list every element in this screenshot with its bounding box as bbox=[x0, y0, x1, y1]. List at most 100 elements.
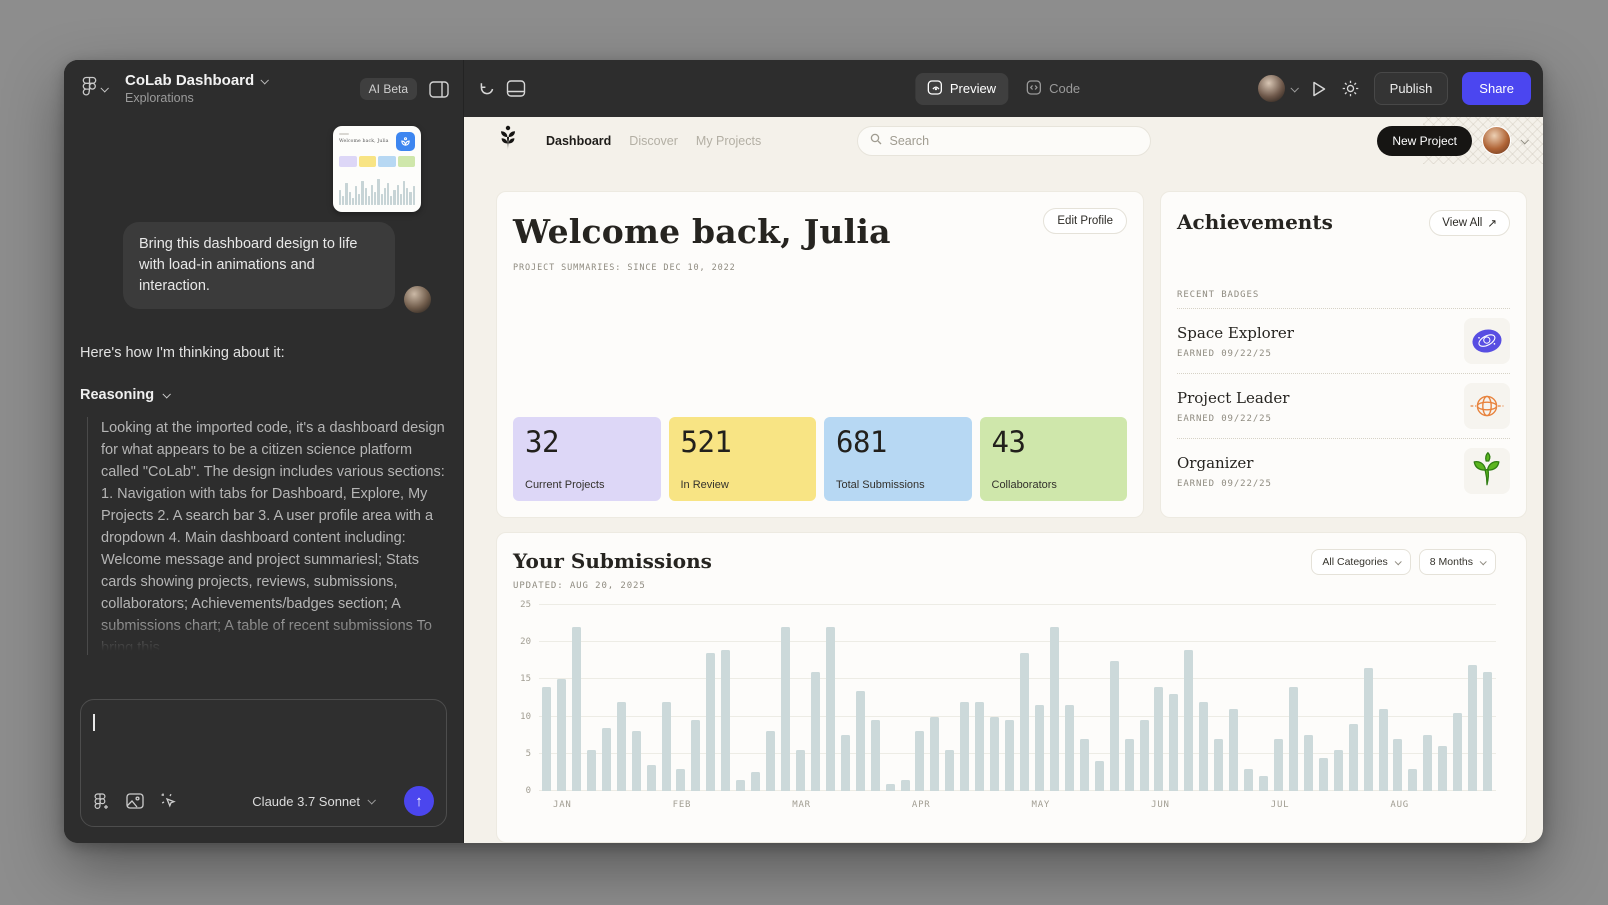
settings-gear-button[interactable] bbox=[1341, 79, 1360, 98]
y-tick-label: 15 bbox=[520, 674, 531, 685]
view-all-button[interactable]: View All ↗ bbox=[1429, 210, 1510, 236]
thumbnail-title: Welcome back, Julia bbox=[339, 139, 389, 144]
viewport-size-button[interactable] bbox=[506, 80, 526, 97]
achievements-title: Achievements bbox=[1177, 210, 1333, 234]
thumbnail-chip bbox=[339, 156, 357, 167]
share-button[interactable]: Share bbox=[1462, 72, 1531, 105]
tab-preview[interactable]: Preview bbox=[914, 72, 1009, 105]
chat-thread: Welcome back, Julia Bring this dashboard… bbox=[64, 118, 463, 689]
thumbnail-bar bbox=[377, 179, 380, 205]
present-button[interactable] bbox=[1311, 80, 1327, 98]
chart-bar bbox=[601, 727, 611, 791]
chart-bar bbox=[930, 716, 940, 791]
refresh-button[interactable] bbox=[478, 80, 496, 98]
edit-profile-button[interactable]: Edit Profile bbox=[1043, 208, 1127, 234]
model-selector[interactable]: Claude 3.7 Sonnet bbox=[252, 794, 376, 809]
thumbnail-app-icon bbox=[396, 132, 415, 151]
main-menu-button[interactable] bbox=[82, 76, 109, 102]
nav-link-dashboard[interactable]: Dashboard bbox=[546, 133, 612, 148]
chart-bar bbox=[661, 701, 671, 791]
chart-bar bbox=[1259, 776, 1268, 791]
badge-earned-date: EARNED 09/22/25 bbox=[1177, 478, 1272, 489]
chart-bars bbox=[539, 605, 1496, 791]
nav-link-my-projects[interactable]: My Projects bbox=[695, 133, 762, 148]
thumbnail-bar bbox=[348, 192, 351, 205]
thumbnail-bar bbox=[342, 195, 345, 205]
x-tick-label: JUL bbox=[1270, 800, 1290, 810]
project-title: CoLab Dashboard bbox=[125, 72, 255, 90]
thumbnail-bar bbox=[355, 186, 358, 205]
x-tick-label: JUN bbox=[1151, 800, 1170, 810]
chart-bar bbox=[781, 627, 790, 791]
chart-bar bbox=[646, 764, 656, 791]
chart-bar bbox=[870, 720, 880, 791]
attachment-thumbnail[interactable]: Welcome back, Julia bbox=[333, 126, 421, 212]
chart-bar bbox=[1363, 668, 1373, 791]
stat-card-collaborators: 43 Collaborators bbox=[979, 417, 1127, 501]
search-bar[interactable] bbox=[856, 125, 1151, 156]
chart-gridline bbox=[539, 604, 1496, 605]
app-logo-plant-icon[interactable] bbox=[496, 125, 520, 156]
chart-bar bbox=[1483, 671, 1493, 791]
select-element-tool-button[interactable] bbox=[160, 792, 178, 810]
chart-bar bbox=[1214, 738, 1224, 791]
thumbnail-bar bbox=[399, 193, 403, 205]
chart-bar bbox=[1333, 750, 1343, 791]
thumbnail-bar bbox=[393, 190, 396, 205]
chevron-down-icon bbox=[162, 390, 172, 399]
chat-input-box[interactable]: Claude 3.7 Sonnet ↑ bbox=[80, 699, 447, 827]
app-window: CoLab Dashboard Explorations AI Beta Wel… bbox=[64, 60, 1543, 843]
chart-bar bbox=[1109, 660, 1119, 791]
badge-row-space-explorer[interactable]: Space Explorer EARNED 09/22/25 bbox=[1177, 309, 1510, 374]
thumbnail-bars bbox=[339, 179, 415, 205]
tab-preview-label: Preview bbox=[949, 81, 997, 96]
dashboard-user-avatar[interactable] bbox=[1482, 126, 1511, 155]
collaborator-avatar-menu[interactable] bbox=[1257, 75, 1299, 102]
thumbnail-bar bbox=[403, 180, 406, 205]
chart-bar bbox=[571, 627, 581, 791]
reasoning-body: Looking at the imported code, it's a das… bbox=[87, 417, 447, 656]
new-project-button[interactable]: New Project bbox=[1377, 125, 1472, 156]
thumbnail-bar bbox=[390, 195, 393, 205]
nav-link-discover[interactable]: Discover bbox=[629, 133, 678, 148]
attach-image-button[interactable] bbox=[126, 793, 144, 809]
category-filter-dropdown[interactable]: All Categories bbox=[1311, 549, 1411, 575]
chart-bar bbox=[885, 783, 895, 791]
thumbnail-stat-chips bbox=[339, 156, 415, 167]
publish-button[interactable]: Publish bbox=[1373, 72, 1449, 105]
thumbnail-bar bbox=[380, 193, 383, 205]
tab-code-label: Code bbox=[1049, 81, 1081, 96]
x-tick-label: APR bbox=[911, 800, 931, 810]
user-message-row: Bring this dashboard design to life with… bbox=[80, 222, 447, 314]
chart-bar bbox=[975, 701, 985, 791]
chart-bar bbox=[751, 772, 761, 791]
chart-bar bbox=[1020, 653, 1029, 791]
chart-bar bbox=[556, 679, 566, 791]
x-tick-label: AUG bbox=[1390, 800, 1410, 810]
panel-toggle-button[interactable] bbox=[429, 80, 449, 98]
search-input[interactable] bbox=[889, 133, 1138, 148]
badge-row-organizer[interactable]: Organizer EARNED 09/22/25 bbox=[1177, 439, 1510, 503]
chart-bar bbox=[1438, 746, 1448, 791]
attach-figma-frame-button[interactable] bbox=[93, 792, 110, 811]
chart-bar bbox=[1079, 738, 1089, 791]
send-button[interactable]: ↑ bbox=[404, 786, 434, 816]
stat-label: In Review bbox=[680, 479, 729, 491]
thumbnail-bar bbox=[345, 182, 348, 205]
chat-panel: CoLab Dashboard Explorations AI Beta Wel… bbox=[64, 60, 464, 843]
chart-bar bbox=[855, 690, 865, 791]
stat-value: 32 bbox=[525, 425, 559, 459]
submissions-chart: 0 5 10 15 20 25 JAN FEB MAR APR MAY JUN JUL AUG bbox=[513, 600, 1496, 810]
badge-row-project-leader[interactable]: Project Leader EARNED 09/22/25 bbox=[1177, 374, 1510, 439]
chart-bar bbox=[1229, 709, 1239, 791]
project-title-block[interactable]: CoLab Dashboard Explorations bbox=[125, 72, 270, 106]
tab-code[interactable]: Code bbox=[1014, 73, 1092, 105]
months-filter-dropdown[interactable]: 8 Months bbox=[1418, 549, 1496, 575]
thumbnail-bar bbox=[361, 180, 364, 205]
chart-bar bbox=[1318, 757, 1328, 791]
chevron-down-icon bbox=[260, 75, 270, 85]
reasoning-toggle[interactable]: Reasoning bbox=[80, 387, 447, 403]
dashboard-content: Welcome back, Julia PROJECT SUMMARIES: S… bbox=[464, 164, 1543, 843]
dashboard-nav: Dashboard Discover My Projects New Proje… bbox=[464, 117, 1543, 164]
chart-bar bbox=[1468, 664, 1478, 791]
